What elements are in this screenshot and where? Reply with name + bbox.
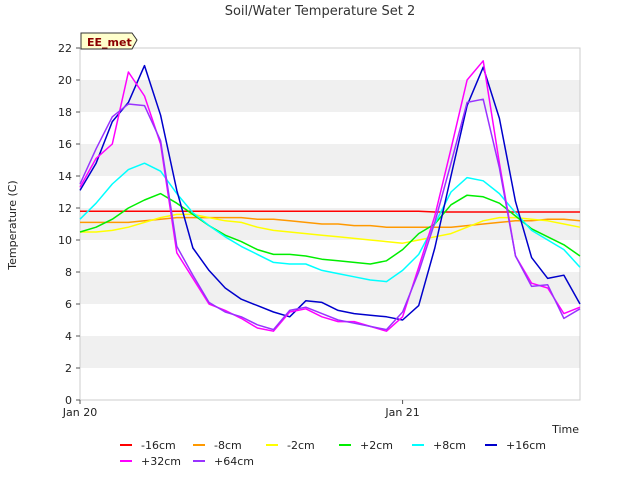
series-line-2cm bbox=[80, 213, 581, 244]
grid-band bbox=[80, 80, 580, 112]
y-tick-label: 20 bbox=[58, 74, 72, 87]
series-line-2cm bbox=[79, 192, 581, 265]
y-tick-label: 4 bbox=[65, 330, 72, 343]
grid-band bbox=[80, 272, 580, 304]
legend-label: +2cm bbox=[360, 439, 393, 452]
y-tick-label: 10 bbox=[58, 234, 72, 247]
legend-label: +8cm bbox=[433, 439, 466, 452]
y-tick-label: 2 bbox=[65, 362, 72, 375]
series-line-64cm bbox=[79, 98, 581, 331]
legend-label: -2cm bbox=[287, 439, 315, 452]
badge-label: EE_met bbox=[87, 36, 132, 49]
y-axis-label: Temperature (C) bbox=[6, 180, 19, 270]
legend: -16cm -8cm -2cm +2cm +8cm +16cm +32cm +64cm bbox=[120, 439, 546, 468]
station-badge: EE_met bbox=[80, 32, 138, 50]
series-line-8cm bbox=[79, 162, 581, 283]
legend-label: +32cm bbox=[141, 455, 181, 468]
badge-shape bbox=[80, 32, 138, 50]
grid-band bbox=[80, 336, 580, 368]
x-tick-label: Jan 21 bbox=[384, 406, 419, 419]
series-line-16cm bbox=[80, 210, 580, 213]
y-tick-label: 6 bbox=[65, 298, 72, 311]
x-tick-label: Jan 20 bbox=[62, 406, 97, 419]
x-axis-ticks: Jan 20 Jan 21 bbox=[62, 400, 420, 419]
series-line-16cm bbox=[79, 64, 581, 321]
y-tick-label: 12 bbox=[58, 202, 72, 215]
y-tick-label: 0 bbox=[65, 394, 72, 407]
legend-label: -8cm bbox=[214, 439, 242, 452]
y-tick-label: 14 bbox=[58, 170, 72, 183]
chart-title: Soil/Water Temperature Set 2 bbox=[225, 4, 416, 19]
legend-label: +16cm bbox=[506, 439, 546, 452]
series-line-8cm bbox=[80, 216, 581, 228]
legend-label: +64cm bbox=[214, 455, 254, 468]
legend-label: -16cm bbox=[141, 439, 176, 452]
y-axis-ticks: 0 2 4 6 8 10 12 14 16 18 20 22 bbox=[58, 42, 80, 407]
y-tick-label: 18 bbox=[58, 106, 72, 119]
y-tick-label: 8 bbox=[65, 266, 72, 279]
plot-area bbox=[79, 47, 581, 401]
y-tick-label: 22 bbox=[58, 42, 72, 55]
x-axis-label: Time bbox=[551, 423, 579, 436]
series-lines bbox=[79, 60, 581, 332]
y-tick-label: 16 bbox=[58, 138, 72, 151]
